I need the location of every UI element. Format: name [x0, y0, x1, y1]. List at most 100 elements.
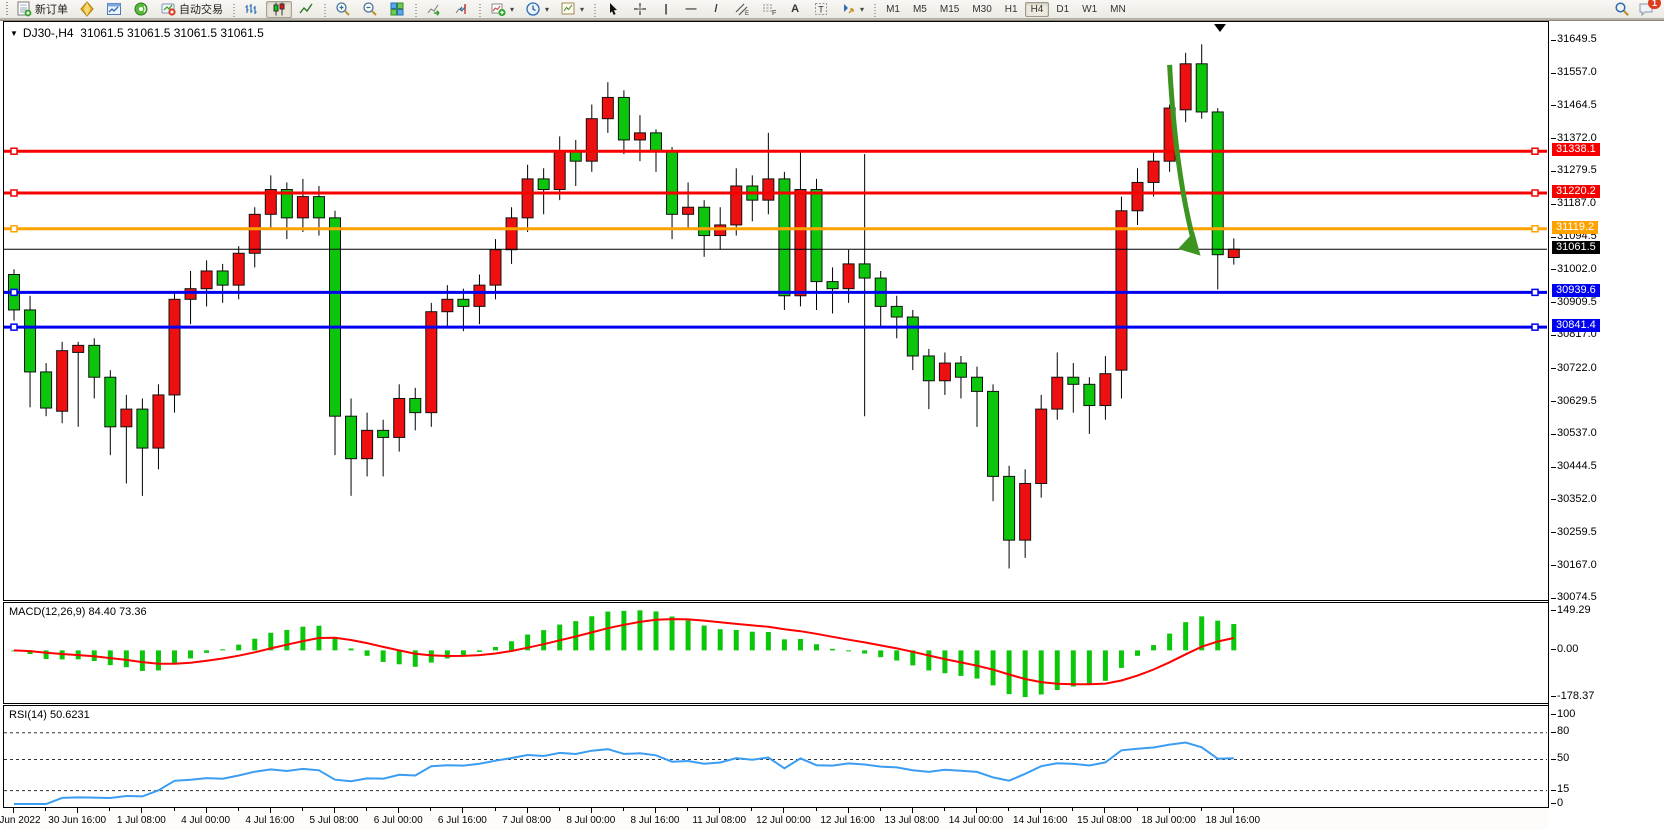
text-label-tool[interactable]: T: [808, 1, 834, 18]
timeframe-button-m15[interactable]: M15: [939, 3, 960, 15]
macd-histogram-bar: [188, 650, 194, 659]
zoom-in-button[interactable]: [330, 1, 356, 18]
autotrading-button[interactable]: 自动交易: [155, 1, 228, 18]
bar-chart-button[interactable]: [239, 1, 265, 18]
candle-up: [682, 206, 695, 215]
line-handle[interactable]: [10, 288, 18, 297]
chart-window: ▼ DJ30-,H4 31061.5 31061.5 31061.5 31061.…: [0, 20, 1664, 830]
time-axis-label: 5 Jul 08:00: [309, 815, 359, 826]
rsi-tick-label: 100: [1557, 708, 1576, 720]
time-axis-label: 8 Jul 16:00: [630, 815, 680, 826]
bar-chart-icon: [245, 4, 257, 14]
price-tick-label: 30074.5: [1557, 591, 1597, 603]
timeframe-button-m30[interactable]: M30: [972, 3, 992, 15]
macd-histogram-bar: [541, 630, 547, 651]
new-order-button[interactable]: 新订单: [11, 1, 73, 18]
templates-button[interactable]: ▾: [555, 1, 589, 18]
time-axis-label: 6 Jul 00:00: [373, 815, 423, 826]
line-handle[interactable]: [1531, 189, 1539, 197]
macd-tick: [1551, 610, 1556, 611]
line-handle[interactable]: [1531, 323, 1539, 331]
candle-down: [537, 178, 550, 191]
autotrading-label: 自动交易: [179, 4, 223, 16]
candlestick-chart-button[interactable]: [266, 0, 292, 18]
timeframe-button-m5[interactable]: M5: [912, 3, 927, 15]
price-axis[interactable]: 31649.5 31557.0 31464.5 31372.0 31279.5 31187…: [1548, 21, 1664, 809]
timeframe-button-h1[interactable]: H1: [1004, 3, 1018, 15]
toolbar-separator: [413, 1, 418, 17]
tile-windows-button[interactable]: [384, 1, 410, 18]
price-tick-label: 30537.0: [1557, 427, 1597, 439]
candle-up: [441, 298, 454, 313]
macd-histogram-bar: [765, 631, 771, 651]
price-pane[interactable]: ▼ DJ30-,H4 31061.5 31061.5 31061.5 31061.…: [3, 21, 1548, 601]
price-tick: [1551, 434, 1556, 435]
macd-pane[interactable]: MACD(12,26,9) 84.40 73.36: [3, 602, 1548, 704]
fibonacci-tool[interactable]: F: [756, 1, 782, 18]
line-handle[interactable]: [10, 147, 18, 155]
toolbar-grip[interactable]: [6, 1, 8, 17]
indicators-button[interactable]: ▾: [485, 1, 519, 18]
collapse-arrow-icon[interactable]: ▼: [10, 29, 18, 38]
price-tick-label: 31187.0: [1557, 197, 1596, 209]
rsi-pane[interactable]: RSI(14) 50.6231: [3, 705, 1548, 808]
time-tick: [815, 808, 817, 811]
dropdown-arrow-icon: ▾: [545, 4, 550, 14]
timeframe-button-w1[interactable]: W1: [1082, 3, 1098, 15]
time-tick: [558, 808, 560, 811]
time-tick: [334, 808, 335, 813]
vertical-line-tool[interactable]: |: [664, 3, 668, 15]
line-handle[interactable]: [10, 323, 18, 331]
price-tick: [1551, 40, 1556, 41]
metaquotes-button[interactable]: [74, 1, 100, 18]
chart-shift-marker[interactable]: [1214, 24, 1226, 32]
time-axis[interactable]: 30 Jun 2022 30 Jun 16:00 1 Jul 08:00 4 Jul …: [0, 808, 1548, 830]
time-tick: [173, 808, 175, 811]
candle-up: [264, 189, 277, 215]
crosshair-button[interactable]: [627, 1, 653, 18]
price-tick: [1551, 73, 1556, 74]
signals-button[interactable]: [128, 1, 154, 18]
trendline-tool[interactable]: /: [714, 3, 718, 15]
line-chart-button[interactable]: [293, 1, 319, 18]
cursor-button[interactable]: [600, 1, 626, 18]
price-tick: [1551, 171, 1556, 172]
line-handle[interactable]: [1531, 288, 1539, 297]
shapes-arrows-button[interactable]: ▾: [835, 1, 869, 18]
market-watch-button[interactable]: [101, 1, 127, 18]
rsi-tick-label: 0: [1557, 797, 1564, 809]
macd-histogram-bar: [364, 650, 370, 656]
channel-tool[interactable]: E: [729, 1, 755, 18]
macd-histogram-bar: [749, 631, 755, 651]
macd-tick: [1551, 696, 1556, 697]
time-axis-label: 12 Jul 00:00: [756, 815, 811, 826]
macd-tick-label: 0.00: [1557, 643, 1579, 655]
line-handle[interactable]: [10, 189, 18, 197]
candlestick-plot[interactable]: [4, 22, 1547, 600]
time-tick: [622, 808, 624, 811]
line-handle[interactable]: [10, 225, 18, 233]
timeframe-button-m1[interactable]: M1: [886, 3, 900, 15]
line-handle[interactable]: [1531, 225, 1539, 233]
chart-shift-button[interactable]: [448, 1, 474, 18]
candle-up: [1147, 160, 1160, 183]
market-watch-icon: [107, 3, 121, 15]
down-arrow-annotation[interactable]: [1167, 64, 1201, 256]
line-handle[interactable]: [1531, 147, 1539, 155]
periods-button[interactable]: ▾: [520, 1, 554, 18]
search-icon[interactable]: [1614, 1, 1630, 17]
horizontal-line-tool[interactable]: —: [685, 3, 697, 15]
price-tick-label: 31279.5: [1557, 164, 1597, 176]
timeframe-button-d1[interactable]: D1: [1056, 3, 1070, 15]
rsi-tick: [1551, 803, 1556, 804]
timeframe-button-h4[interactable]: H4: [1024, 1, 1050, 17]
auto-scroll-button[interactable]: [421, 1, 447, 18]
dropdown-arrow-icon: ▾: [580, 4, 585, 14]
text-tool[interactable]: A: [791, 3, 800, 15]
clock-icon: [526, 2, 540, 16]
timeframe-button-mn[interactable]: MN: [1110, 3, 1126, 15]
macd-histogram-bar: [444, 650, 450, 659]
chat-button[interactable]: 1: [1638, 0, 1661, 17]
zoom-out-button[interactable]: [357, 1, 383, 18]
candle-down: [280, 189, 293, 219]
